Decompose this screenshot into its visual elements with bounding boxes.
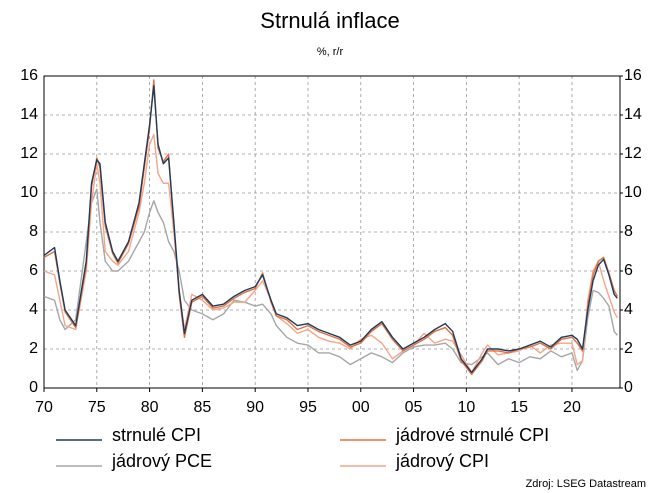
y-tick-label: 6 (29, 262, 38, 279)
x-tick-label: 85 (193, 399, 211, 416)
y-tick-label: 8 (29, 223, 38, 240)
x-tick-label: 20 (563, 399, 581, 416)
y2-tick-label: 8 (624, 223, 633, 240)
legend-label: strnulé CPI (112, 425, 201, 445)
y2-tick-label: 10 (624, 184, 642, 201)
legend-label: jádrový PCE (111, 451, 212, 471)
source: Zdroj: LSEG Datastream (526, 478, 646, 490)
x-tick-label: 05 (405, 399, 423, 416)
y2-tick-label: 12 (624, 145, 642, 162)
series-line (43, 188, 618, 372)
y-tick-label: 0 (29, 379, 38, 396)
x-tick-label: 15 (510, 399, 528, 416)
series-line (43, 85, 618, 374)
legend-label: jádrový CPI (395, 451, 489, 471)
x-tick-label: 70 (35, 399, 53, 416)
y2-tick-label: 0 (624, 379, 633, 396)
y-tick-label: 12 (20, 145, 38, 162)
plot-frame (43, 75, 621, 389)
y-tick-label: 10 (20, 184, 38, 201)
x-tick-label: 10 (457, 399, 475, 416)
legend-label: jádrové strnulé CPI (395, 425, 549, 445)
chart-subtitle: %, r/r (317, 46, 344, 58)
y2-tick-label: 4 (624, 301, 633, 318)
y-tick-label: 14 (20, 106, 38, 123)
y-tick-label: 16 (20, 67, 38, 84)
y-tick-label: 2 (29, 340, 38, 357)
x-tick-label: 00 (352, 399, 370, 416)
x-tick-label: 95 (299, 399, 317, 416)
series-line (43, 79, 618, 376)
x-tick-label: 90 (246, 399, 264, 416)
y2-tick-label: 14 (624, 106, 642, 123)
series-line (43, 133, 618, 374)
chart-title: Strnulá inflace (260, 8, 399, 33)
y2-tick-label: 16 (624, 67, 642, 84)
y2-tick-label: 2 (624, 340, 633, 357)
y-tick-label: 4 (29, 301, 38, 318)
y2-tick-label: 6 (624, 262, 633, 279)
x-tick-label: 75 (88, 399, 106, 416)
x-tick-label: 80 (141, 399, 159, 416)
